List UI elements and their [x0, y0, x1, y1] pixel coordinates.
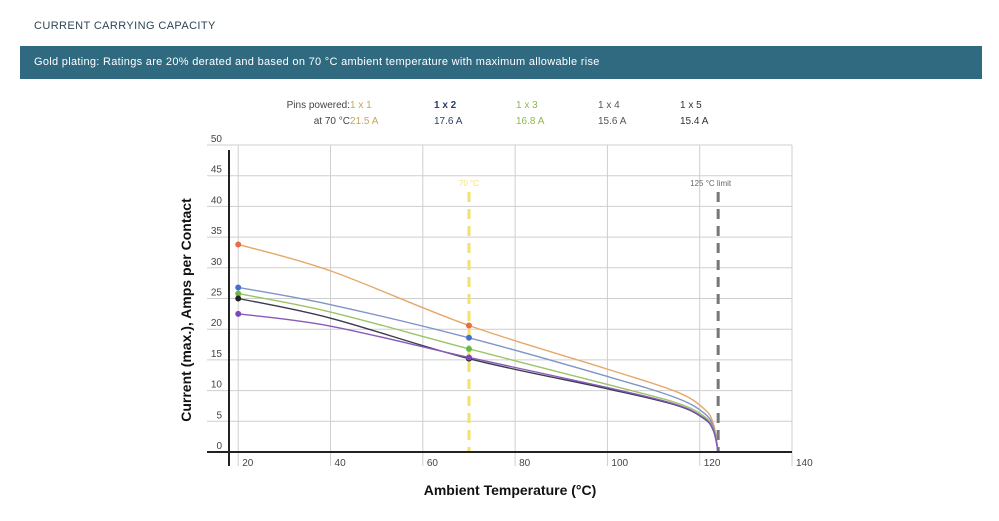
- legend-pins-1: 1 x 1: [350, 100, 372, 111]
- x-tick-20: 20: [242, 458, 254, 469]
- y-tick-15: 15: [211, 349, 223, 360]
- y-tick-10: 10: [211, 380, 223, 391]
- series-3-marker-70: [465, 345, 472, 352]
- chart-grid: [207, 144, 793, 466]
- series-lines: [235, 241, 719, 453]
- info-banner: Gold plating: Ratings are 20% derated an…: [20, 46, 982, 79]
- x-tick-60: 60: [427, 458, 439, 469]
- series-line-2: [238, 286, 719, 453]
- legend-pins-4: 1 x 4: [598, 100, 620, 111]
- y-tick-25: 25: [211, 288, 223, 299]
- y-axis-label: Current (max.), Amps per Contact: [178, 198, 194, 422]
- y-tick-45: 45: [211, 165, 223, 176]
- series-1-marker-70: [465, 322, 472, 329]
- x-tick-140: 140: [796, 458, 813, 469]
- x-axis-label: Ambient Temperature (°C): [423, 482, 597, 498]
- axes: [207, 150, 792, 466]
- legend-current-5: 15.4 A: [680, 116, 709, 127]
- page-title: CURRENT CARRYING CAPACITY: [34, 20, 216, 32]
- legend-current-1: 21.5 A: [350, 116, 379, 127]
- y-tick-40: 40: [211, 195, 223, 206]
- legend-current-3: 16.8 A: [516, 116, 545, 127]
- y-tick-0: 0: [216, 441, 222, 452]
- series-2-marker-20: [235, 284, 242, 291]
- y-tick-5: 5: [216, 410, 222, 421]
- series-1-marker-20: [235, 241, 242, 248]
- legend-pins-label: Pins powered:: [286, 100, 350, 111]
- legend-current-2: 17.6 A: [434, 116, 463, 127]
- reference-label-1: 70 °C: [459, 179, 479, 188]
- legend-pins-3: 1 x 3: [516, 100, 538, 111]
- y-tick-20: 20: [211, 318, 223, 329]
- legend-pins-5: 1 x 5: [680, 100, 702, 111]
- series-line-3: [238, 292, 719, 453]
- series-3-marker-20: [235, 290, 242, 297]
- series-line-4: [238, 297, 719, 453]
- y-tick-30: 30: [211, 257, 223, 268]
- legend-temp-label: at 70 °C: [313, 116, 350, 127]
- series-line-5: [238, 313, 719, 453]
- reference-label-2: 125 °C limit: [690, 179, 732, 188]
- y-tick-50: 50: [211, 134, 223, 145]
- banner-text: Gold plating: Ratings are 20% derated an…: [34, 56, 600, 68]
- series-5-marker-20: [235, 310, 242, 317]
- x-tick-80: 80: [519, 458, 531, 469]
- series-2-marker-70: [465, 334, 472, 341]
- series-5-marker-70: [465, 354, 472, 361]
- legend-pins-2: 1 x 2: [434, 100, 457, 111]
- tick-labels: 0 5 10 15 20 25 30 35 40 45 50 20 40 60 80 100 120 140: [211, 134, 813, 469]
- series-4-marker-20: [235, 295, 242, 302]
- series-line-1: [238, 243, 719, 453]
- legend-current-4: 15.6 A: [598, 116, 627, 127]
- x-tick-100: 100: [611, 458, 628, 469]
- x-tick-120: 120: [704, 458, 721, 469]
- x-tick-40: 40: [335, 458, 347, 469]
- y-tick-35: 35: [211, 226, 223, 237]
- reference-lines: 70 °C 125 °C limit: [459, 179, 732, 452]
